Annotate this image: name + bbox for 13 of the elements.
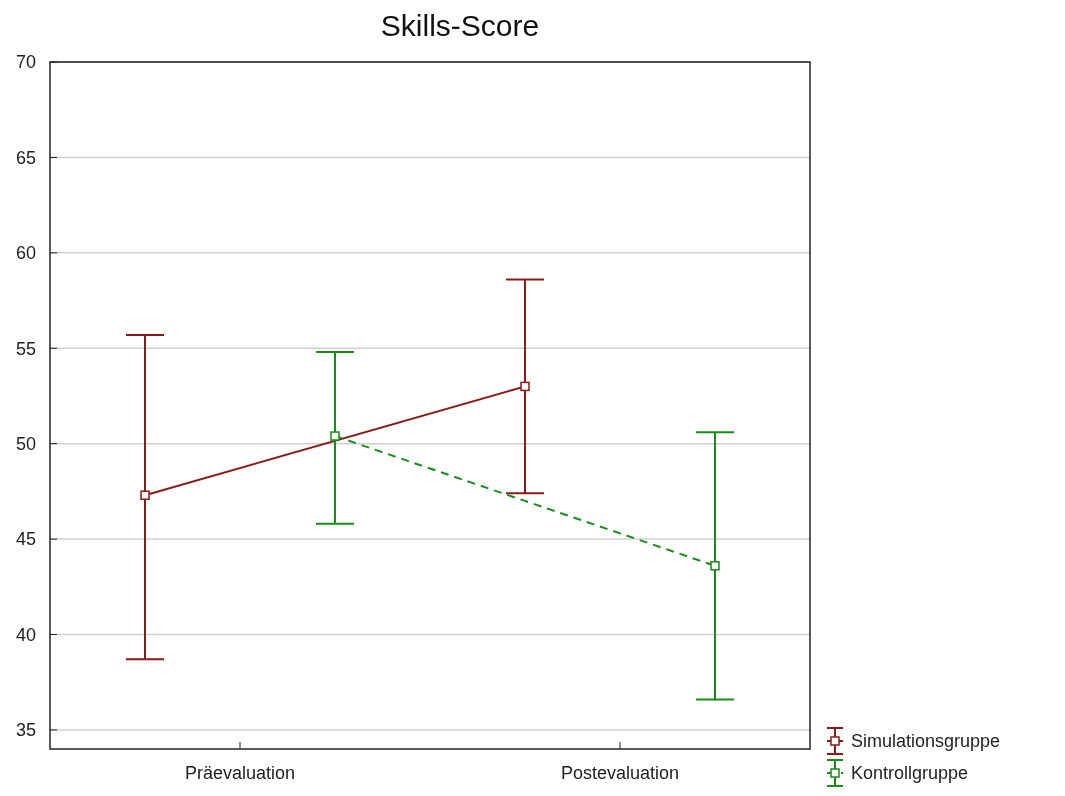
x-tick-label: Präevaluation <box>184 763 296 783</box>
chart-title: Skills-Score <box>380 9 540 42</box>
y-tick-label: 55 <box>15 338 36 359</box>
y-tick-label: 35 <box>15 720 36 741</box>
y-tick-label: 70 <box>15 52 36 73</box>
y-tick-label: 65 <box>15 147 36 168</box>
legend-label: Kontrollgruppe <box>851 763 969 784</box>
legend-label: Simulationsgruppe <box>851 731 1001 752</box>
y-tick-label: 45 <box>15 529 36 550</box>
y-tick-label: 40 <box>15 624 36 645</box>
y-tick-label: 60 <box>15 243 36 264</box>
x-tick-label: Postevaluation <box>560 763 680 783</box>
y-tick-label: 50 <box>15 433 36 454</box>
